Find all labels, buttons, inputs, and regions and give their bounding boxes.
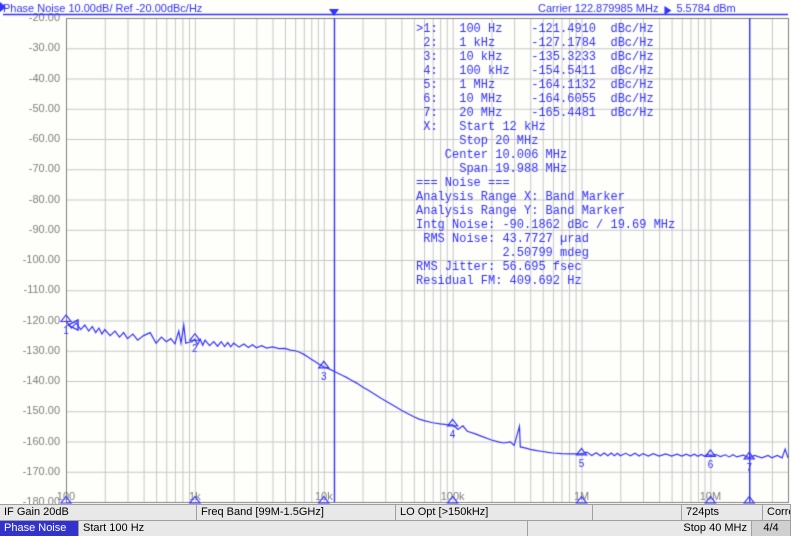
start-freq-cell: Start 100 Hz (79, 521, 528, 536)
mode-label: Phase Noise (0, 521, 79, 536)
status-bar-2: Phase Noise Start 100 Hz Stop 40 MHz 4/4 (0, 520, 791, 536)
status-bar-1: IF Gain 20dB Freq Band [99M-1.5GHz] LO O… (0, 504, 791, 520)
page-cell: 4/4 (752, 521, 791, 536)
pts-cell: 724pts (682, 505, 763, 520)
phase-noise-chart (0, 0, 791, 504)
corre-cell: Corre 5 (763, 505, 791, 520)
stop-freq-cell: Stop 40 MHz (528, 521, 752, 536)
freq-band-cell: Freq Band [99M-1.5GHz] (197, 505, 396, 520)
lo-opt-cell: LO Opt [>150kHz] (396, 505, 593, 520)
blank-cell-a (593, 505, 682, 520)
if-gain-cell: IF Gain 20dB (0, 505, 197, 520)
